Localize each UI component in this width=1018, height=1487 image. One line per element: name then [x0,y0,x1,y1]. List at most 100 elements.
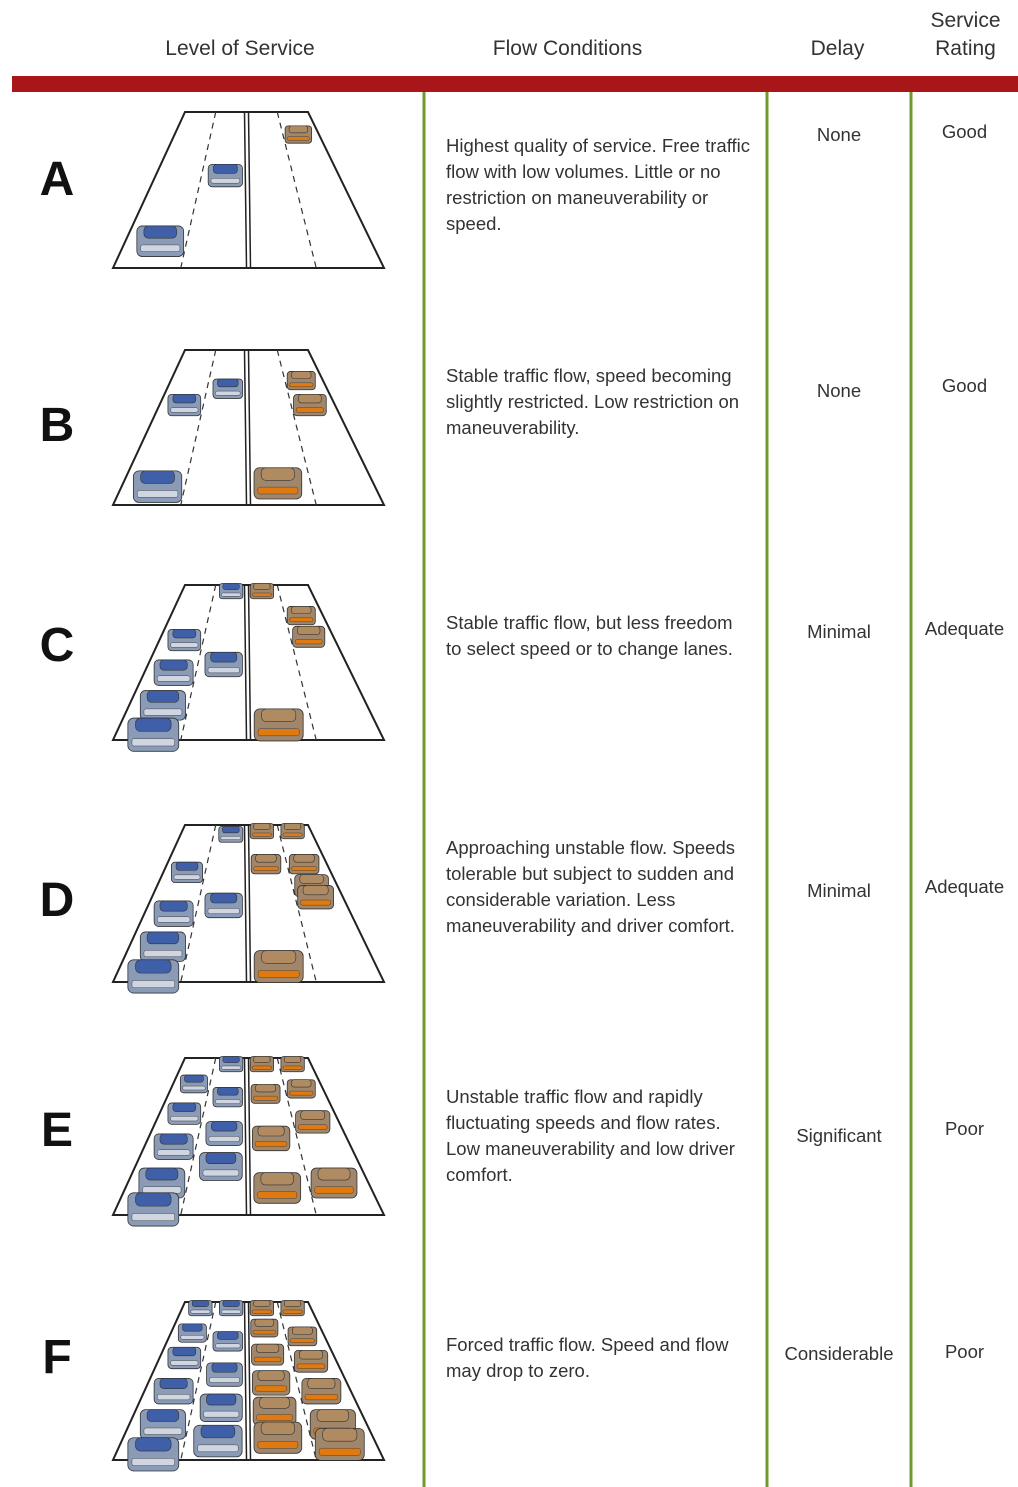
flow-conditions: Forced traffic flow. Speed and flow may … [446,1334,729,1381]
level-letter: D [39,874,75,927]
car-roof [297,625,321,636]
median [247,584,252,741]
car-bumper [282,832,303,837]
car-bumper [221,592,242,597]
car-roof [140,470,175,484]
median [243,349,248,506]
median [247,1057,252,1216]
lane-line [180,824,217,983]
car-roof [146,690,180,703]
lane-line [180,111,217,269]
header-cell: Level of Service [165,37,315,60]
car-bumper [314,1186,354,1194]
header-cell: Delay [810,37,865,60]
lane-line [180,349,217,506]
road [111,349,386,506]
car-roof [211,1121,238,1132]
car-bumper [257,486,299,495]
car-roof [298,394,322,404]
car-bumper [282,1309,303,1314]
car-roof [159,1378,188,1389]
car-roof [253,823,271,830]
car-roof [222,1056,240,1063]
car-bumper [253,1356,282,1363]
car-bumper [131,1213,175,1222]
car-bumper [294,639,323,645]
car-roof [288,125,308,134]
car-bumper [289,382,314,388]
car-roof [222,583,240,590]
lane-line [276,349,317,506]
car-roof [145,1167,179,1181]
car-roof [135,717,172,732]
flow-conditions: Unstable traffic flow and rapidly fluctu… [446,1086,735,1185]
service-rating: Poor [944,1118,985,1139]
car-bumper [137,490,179,498]
car-roof [292,1326,313,1335]
median [247,824,252,983]
car-roof [291,1079,312,1088]
car-bumper [140,244,181,252]
car-bumper [170,1360,199,1366]
car-roof [206,1393,237,1406]
level-letter: E [40,1104,73,1157]
car-roof [302,885,329,896]
car-roof [222,1300,240,1307]
car-bumper [220,836,242,841]
car-bumper [131,980,175,989]
level-letter: F [42,1331,72,1384]
car-bumper [221,1065,242,1070]
car-bumper [202,1169,240,1177]
lane-line [180,1301,217,1461]
car-roof [217,1087,239,1096]
car-roof [299,1350,324,1360]
car-roof [300,1110,326,1120]
car-bumper [156,1149,191,1156]
flow-conditions: Stable traffic flow, speed becoming slig… [446,365,740,438]
car-roof [159,659,188,671]
car-bumper [190,1309,211,1314]
flow-conditions: Highest quality of service. Free traffic… [446,135,751,234]
car-roof [307,1378,336,1389]
lane-line [276,1057,317,1216]
car-bumper [142,1186,182,1194]
median [247,1301,252,1461]
car-bumper [203,1410,240,1418]
car-bumper [318,1447,361,1456]
lane-line [276,111,317,269]
car-roof [146,1409,180,1422]
service-rating: Poor [944,1341,985,1362]
car-roof [253,583,271,590]
car-bumper [209,1377,240,1383]
car-bumper [253,866,279,871]
car-bumper [251,832,272,837]
car-bumper [170,642,199,648]
service-rating: Good [941,375,988,396]
car-bumper [291,866,317,871]
car-bumper [143,1427,183,1435]
lane-line [276,584,317,741]
car-roof [200,1424,236,1439]
median [243,111,248,269]
car-bumper [251,1309,272,1314]
car-roof [213,164,238,174]
car-bumper [257,970,300,978]
car-bumper [207,908,240,915]
car-bumper [304,1394,339,1401]
car-roof [146,931,180,945]
car-roof [222,826,240,834]
car-roof [210,652,238,663]
car-bumper [282,1065,303,1070]
car-roof [260,1421,295,1435]
car-roof [284,1300,302,1307]
car-bumper [295,407,324,413]
car-roof [254,1318,275,1327]
car-bumper [131,738,175,747]
car-bumper [170,407,199,413]
median [243,1301,248,1461]
service-rating: Good [941,121,988,142]
car-bumper [215,1343,241,1349]
car-roof [184,1074,204,1083]
car-roof [172,1102,197,1112]
